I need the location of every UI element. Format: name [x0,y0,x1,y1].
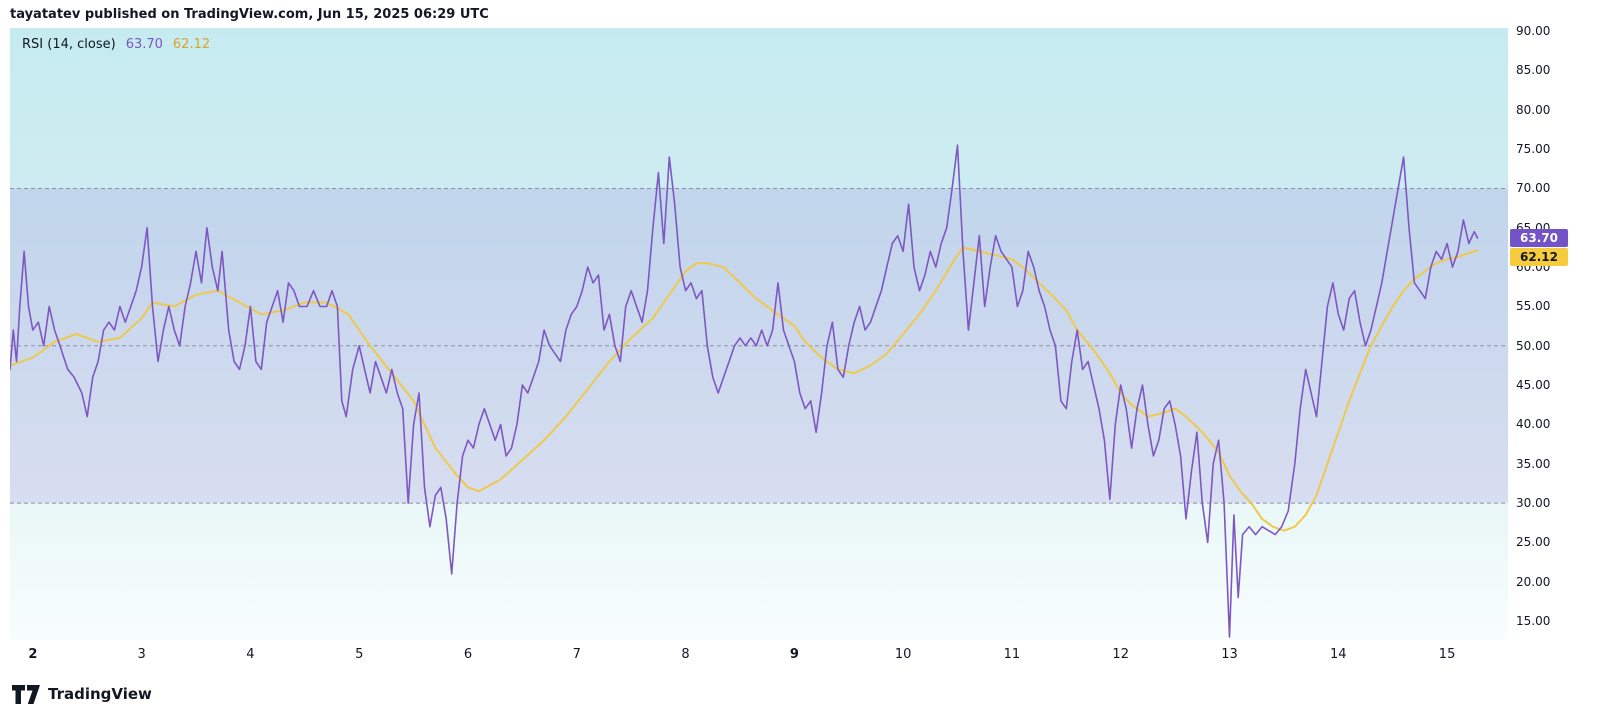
time-axis[interactable]: 2 3 4 5 6 7 8 9 10 11 12 13 14 15 [0,640,1600,670]
price-axis-label: 70.00 [1516,181,1551,196]
rsi-chart-svg[interactable] [10,28,1508,640]
rsi-line[interactable] [10,144,1479,638]
price-axis-label: 80.00 [1516,102,1551,117]
price-axis-label: 50.00 [1516,338,1551,353]
price-axis-label: 55.00 [1516,299,1551,314]
time-axis-label: 14 [1330,647,1347,662]
time-axis-label: 10 [894,647,912,662]
attribution-text: tayatatev published on TradingView.com, … [10,7,489,22]
time-axis-label: 12 [1112,647,1129,662]
time-axis-label: 7 [572,647,581,662]
time-axis-label: 11 [1003,647,1021,662]
price-axis-label: 85.00 [1516,63,1551,78]
time-axis-label: 15 [1438,647,1456,662]
footer-bar: TradingView [0,670,1600,718]
rsi-price-badge: 63.70 [1510,229,1568,248]
ma-price-badge: 62.12 [1510,248,1568,267]
legend-rsi-value: 63.70 [125,37,163,52]
price-axis-label: 20.00 [1516,574,1551,589]
time-axis-label: 13 [1221,647,1238,662]
time-axis-label: 8 [681,647,690,662]
price-axis-label: 15.00 [1516,614,1551,629]
price-axis-label: 25.00 [1516,535,1551,550]
chart-plot[interactable]: RSI (14, close) 63.70 62.12 [10,28,1508,640]
price-axis-label: 75.00 [1516,142,1551,157]
price-axis-label: 45.00 [1516,378,1551,393]
time-axis-label: 9 [789,647,799,662]
tradingview-logo-icon[interactable] [12,684,40,704]
price-axis-label: 90.00 [1516,24,1551,39]
indicator-legend[interactable]: RSI (14, close) 63.70 62.12 [22,37,210,52]
price-axis[interactable]: 90.00 85.00 80.00 75.00 70.00 65.00 60.00 55.00… [1508,24,1600,640]
tradingview-brand-text[interactable]: TradingView [48,685,152,703]
price-axis-label: 35.00 [1516,456,1551,471]
time-axis-label: 3 [137,647,146,662]
time-axis-label: 5 [355,647,364,662]
attribution-bar: tayatatev published on TradingView.com, … [0,0,1600,28]
chart-row: RSI (14, close) 63.70 62.12 90.00 85.00 80… [0,24,1600,640]
indicator-title[interactable]: RSI (14, close) [22,37,116,52]
time-axis-label: 6 [463,647,473,662]
time-axis-label: 2 [28,647,38,662]
legend-ma-value: 62.12 [172,37,211,52]
price-axis-label: 40.00 [1516,417,1551,432]
time-axis-label: 4 [246,647,255,662]
price-axis-label: 30.00 [1516,496,1551,511]
